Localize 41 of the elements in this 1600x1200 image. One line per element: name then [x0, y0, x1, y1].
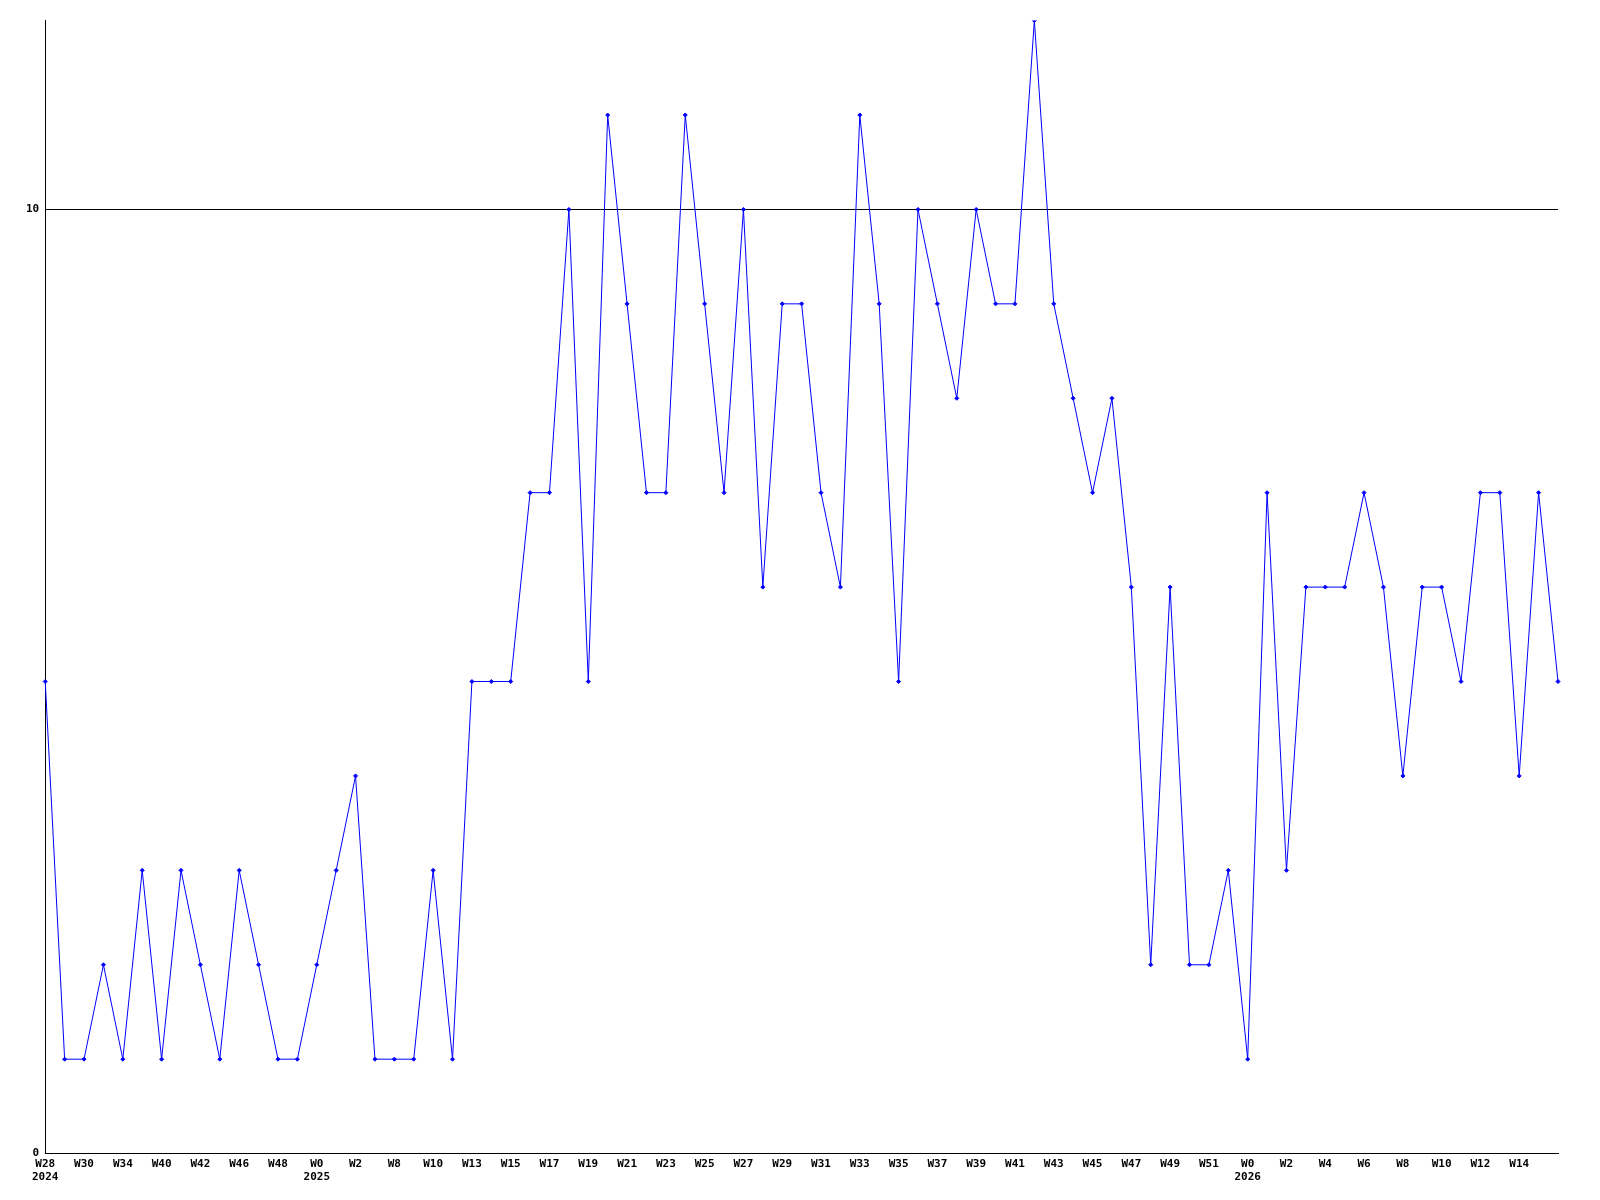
y-tick-label: 0 — [32, 1146, 40, 1160]
x-tick-label: W10 — [423, 1157, 444, 1171]
x-tick-label: W27 — [733, 1157, 754, 1171]
x-tick-label: W15 — [500, 1157, 521, 1171]
x-tick-label: W8 — [1396, 1157, 1410, 1171]
x-tick-label: W0 2025 — [303, 1157, 331, 1184]
x-tick-label: W46 — [229, 1157, 250, 1171]
x-tick-label: W45 — [1082, 1157, 1103, 1171]
x-tick-label: W34 — [112, 1157, 134, 1171]
x-tick-label: W6 — [1357, 1157, 1372, 1171]
y-tick-label: 10 — [26, 202, 40, 216]
x-tick-label: W41 — [1005, 1157, 1026, 1171]
x-tick-label: W10 — [1431, 1157, 1452, 1171]
x-tick-label: W28 2024 — [32, 1157, 59, 1184]
x-tick-label: W4 — [1318, 1157, 1333, 1171]
x-tick-label: W8 — [387, 1157, 401, 1171]
x-tick-label: W12 — [1470, 1157, 1491, 1171]
x-tick-label: W48 — [268, 1157, 288, 1171]
x-tick-label: W21 — [617, 1157, 638, 1171]
x-tick-label: W47 — [1121, 1157, 1142, 1171]
x-tick-label: W23 — [655, 1157, 676, 1171]
x-tick-label: W13 — [461, 1157, 482, 1171]
x-tick-label: W25 — [694, 1157, 715, 1171]
x-tick-label: W31 — [811, 1157, 832, 1171]
x-tick-label: W29 — [772, 1157, 793, 1171]
x-tick-label: W37 — [927, 1157, 948, 1171]
x-tick-label: W33 — [849, 1157, 870, 1171]
x-tick-label: W49 — [1160, 1157, 1181, 1171]
x-tick-label: W39 — [966, 1157, 987, 1171]
x-tick-label: W30 — [74, 1157, 94, 1171]
x-tick-label: W17 — [539, 1157, 560, 1171]
x-tick-label: W14 — [1509, 1157, 1530, 1171]
x-tick-label: W42 — [190, 1157, 211, 1171]
x-tick-label: W43 — [1043, 1157, 1064, 1171]
x-tick-label: W0 2026 — [1234, 1157, 1262, 1184]
x-tick-label: W35 — [888, 1157, 909, 1171]
x-tick-label: W19 — [578, 1157, 599, 1171]
x-tick-label: W40 — [151, 1157, 172, 1171]
x-tick-label: W2 — [1279, 1157, 1294, 1171]
x-tick-label: W51 — [1198, 1157, 1220, 1171]
x-tick-label: W2 — [348, 1157, 363, 1171]
